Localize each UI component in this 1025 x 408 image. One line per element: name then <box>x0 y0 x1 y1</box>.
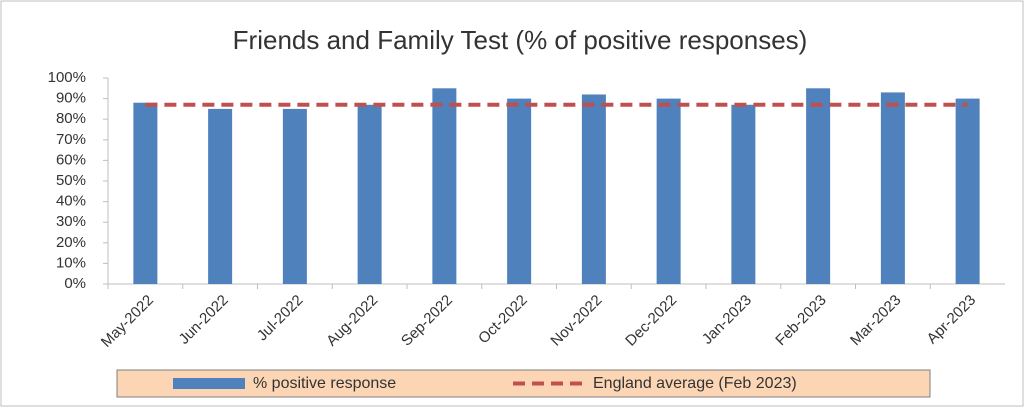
bar <box>432 88 457 284</box>
bar <box>208 108 233 285</box>
bar <box>357 104 382 284</box>
chart-title: Friends and Family Test (% of positive r… <box>233 25 808 55</box>
y-tick-label: 10% <box>56 254 86 271</box>
bar <box>656 98 681 284</box>
bar <box>581 94 606 284</box>
legend-label: England average (Feb 2023) <box>593 375 797 392</box>
y-tick-label: 0% <box>64 275 86 292</box>
y-tick-label: 100% <box>48 69 86 86</box>
y-tick-label: 50% <box>56 172 86 189</box>
y-tick-label: 60% <box>56 151 86 168</box>
bar <box>133 102 158 284</box>
y-tick-label: 30% <box>56 213 86 230</box>
bar <box>955 98 980 284</box>
legend-swatch <box>173 378 245 389</box>
bar <box>806 88 831 284</box>
bar <box>731 104 756 284</box>
y-tick-label: 40% <box>56 193 86 210</box>
y-tick-label: 80% <box>56 110 86 127</box>
y-tick-label: 20% <box>56 234 86 251</box>
bar <box>507 98 532 284</box>
bar <box>282 108 307 285</box>
legend-label: % positive response <box>253 375 396 392</box>
y-tick-label: 70% <box>56 131 86 148</box>
bar <box>880 92 905 284</box>
y-tick-label: 90% <box>56 90 86 107</box>
